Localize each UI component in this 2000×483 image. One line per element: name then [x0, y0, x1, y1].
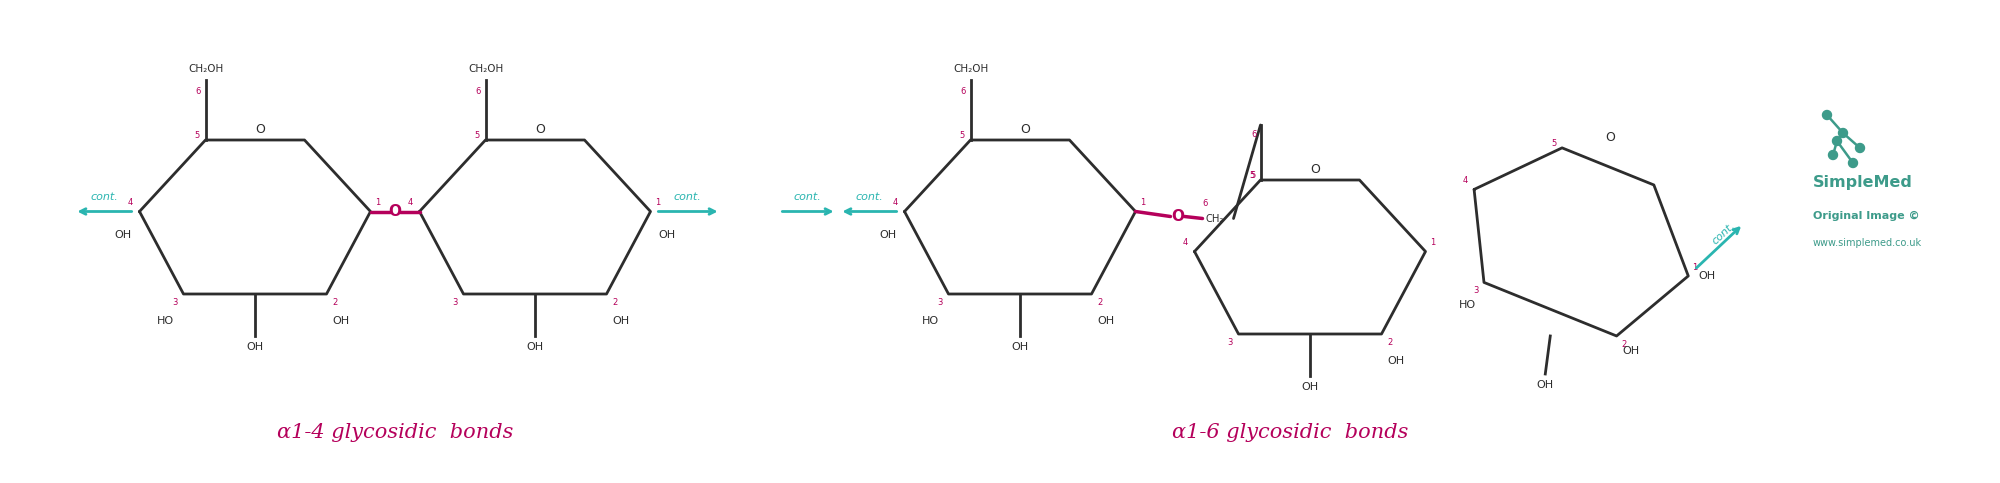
Circle shape: [1832, 137, 1842, 145]
Circle shape: [1848, 158, 1858, 168]
Text: 2: 2: [1096, 298, 1102, 307]
Text: OH: OH: [1622, 346, 1640, 356]
Text: O: O: [1310, 163, 1320, 176]
Text: O: O: [388, 204, 402, 219]
Text: OH: OH: [332, 316, 350, 326]
Text: CH₂: CH₂: [1206, 213, 1224, 224]
Text: 2: 2: [612, 298, 618, 307]
Text: 1: 1: [1430, 238, 1436, 247]
Text: cont.: cont.: [1710, 220, 1738, 246]
Text: 1: 1: [654, 198, 660, 207]
Text: 6: 6: [1202, 199, 1208, 209]
Text: 1: 1: [1140, 198, 1146, 207]
Text: 4: 4: [408, 198, 412, 207]
Text: 4: 4: [1182, 238, 1188, 247]
Text: 6: 6: [960, 87, 966, 96]
Text: OH: OH: [1388, 356, 1404, 366]
Text: cont.: cont.: [856, 191, 884, 201]
Text: OH: OH: [1536, 380, 1554, 390]
Text: 2: 2: [1388, 339, 1392, 347]
Text: OH: OH: [1098, 316, 1114, 326]
Text: OH: OH: [1012, 342, 1028, 353]
Text: α1-4 glycosidic  bonds: α1-4 glycosidic bonds: [276, 424, 514, 442]
Text: OH: OH: [246, 342, 264, 353]
Text: cont.: cont.: [794, 191, 822, 201]
Text: 3: 3: [172, 298, 178, 307]
Text: cont.: cont.: [90, 191, 118, 201]
Text: HO: HO: [156, 316, 174, 326]
Text: OH: OH: [612, 316, 630, 326]
Text: O: O: [536, 123, 544, 136]
Circle shape: [1838, 128, 1848, 138]
Text: CH₂OH: CH₂OH: [188, 64, 224, 74]
Text: OH: OH: [114, 229, 132, 240]
Text: 2: 2: [332, 298, 338, 307]
Text: Original Image ©: Original Image ©: [1812, 211, 1920, 221]
Text: O: O: [1172, 209, 1184, 224]
Text: 5: 5: [1250, 171, 1256, 180]
Text: CH₂OH: CH₂OH: [468, 64, 504, 74]
Text: O: O: [1606, 131, 1614, 144]
Text: 5: 5: [960, 131, 966, 140]
Text: SimpleMed: SimpleMed: [1812, 175, 1912, 190]
Text: 5: 5: [1250, 171, 1256, 180]
Text: 2: 2: [1622, 340, 1626, 349]
Text: 3: 3: [1474, 286, 1478, 296]
Text: 1: 1: [374, 198, 380, 207]
Text: 4: 4: [892, 198, 898, 207]
Circle shape: [1856, 143, 1864, 153]
Text: 3: 3: [452, 298, 458, 307]
Text: 5: 5: [474, 131, 480, 140]
Text: O: O: [256, 123, 264, 136]
Text: α1-6 glycosidic  bonds: α1-6 glycosidic bonds: [1172, 424, 1408, 442]
Circle shape: [1828, 151, 1838, 159]
Text: 1: 1: [1692, 263, 1698, 272]
Text: 3: 3: [938, 298, 944, 307]
Text: 3: 3: [1228, 339, 1232, 347]
Text: O: O: [1020, 123, 1030, 136]
Text: 6: 6: [196, 87, 202, 96]
Text: 4: 4: [1462, 176, 1468, 185]
Text: CH₂OH: CH₂OH: [952, 64, 988, 74]
Text: cont.: cont.: [674, 191, 702, 201]
Text: OH: OH: [1302, 383, 1318, 392]
Text: OH: OH: [658, 229, 676, 240]
Text: 5: 5: [194, 131, 200, 140]
Text: OH: OH: [1698, 271, 1716, 281]
Text: HO: HO: [1458, 300, 1476, 311]
Text: OH: OH: [880, 229, 896, 240]
Circle shape: [1822, 111, 1832, 119]
Text: HO: HO: [922, 316, 938, 326]
Text: OH: OH: [526, 342, 544, 353]
Text: 4: 4: [128, 198, 132, 207]
Text: 5: 5: [1552, 139, 1558, 148]
Text: 6: 6: [476, 87, 482, 96]
Text: www.simplemed.co.uk: www.simplemed.co.uk: [1812, 238, 1922, 248]
Text: 6: 6: [1252, 130, 1256, 139]
